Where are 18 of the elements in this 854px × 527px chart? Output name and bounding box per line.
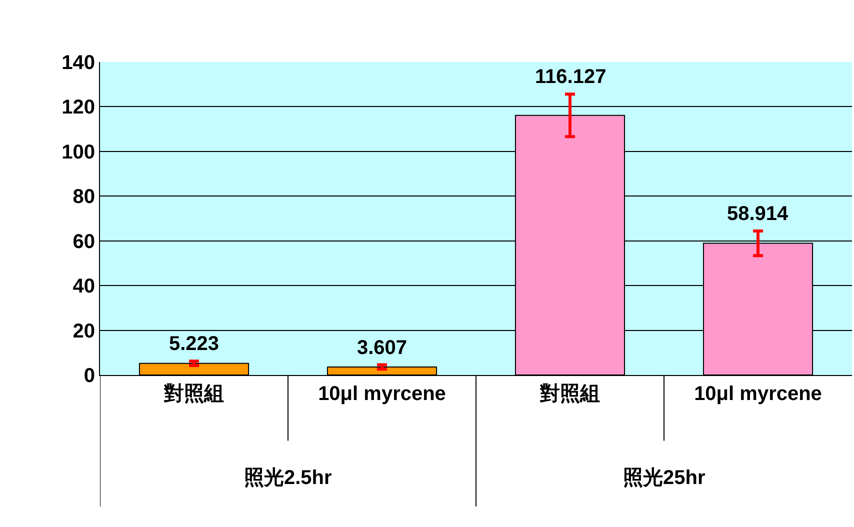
y-tick-label: 20 [72,320,95,342]
y-tick-label: 100 [62,141,95,164]
x-tick-label: 對照組 [163,383,224,405]
data-label: 58.914 [727,203,790,225]
x-tick-label: 10μl myrcene [318,383,446,405]
text: 照光25hr [623,467,706,489]
y-tick-label: 120 [62,96,95,119]
y-tick-label: 80 [72,186,95,208]
text: 照光2.5hr [244,467,332,489]
y-tick-label: 40 [72,276,95,298]
x-tick-label: 對照組 [539,383,600,405]
y-tick-label: 0 [84,365,95,387]
y-tick-label: 140 [62,52,95,74]
data-label: 3.607 [357,337,408,359]
data-label: 116.127 [535,66,606,88]
data-label: 5.223 [169,333,220,355]
y-tick-label: 60 [72,230,95,253]
x-tick-label: 10μl myrcene [694,383,822,405]
